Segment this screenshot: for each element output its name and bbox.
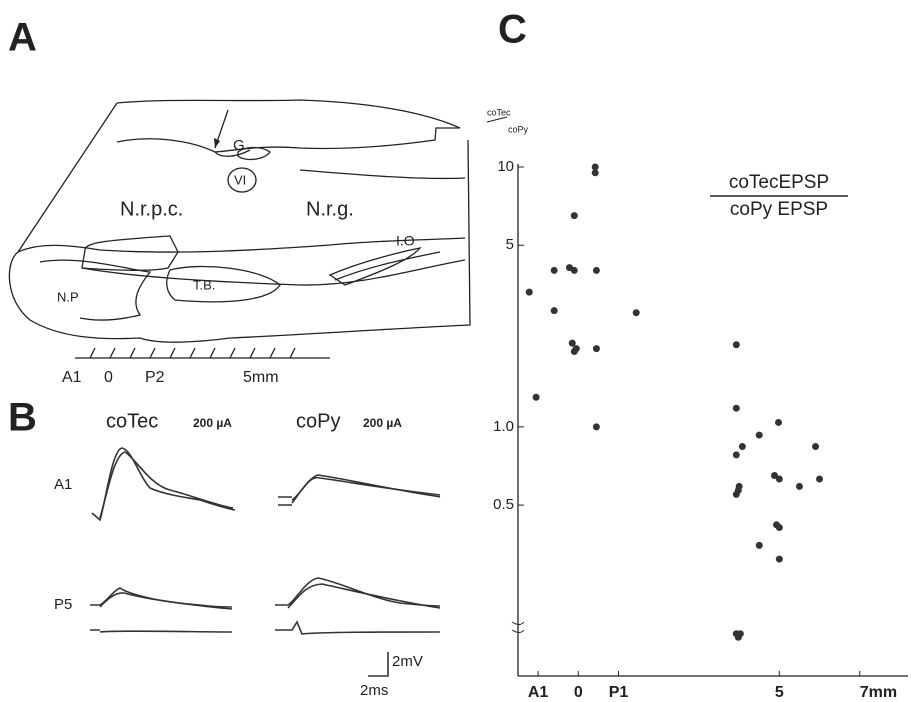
diagram-label: N.P [57,289,79,304]
axis-break [511,621,525,633]
scale-label: A1 [62,369,82,386]
brainstem-diagram [8,99,471,359]
traces [90,447,441,677]
y-tick-label: 1.0 [493,418,514,435]
point [570,348,578,356]
x-tick-label: P1 [609,684,629,701]
point [591,163,599,171]
point [755,431,763,439]
point [812,443,820,451]
stimulus: 200 µA [193,416,232,430]
point [775,475,783,483]
point [732,490,740,498]
point [816,475,824,483]
point [738,443,746,451]
panel-label: B [8,396,37,440]
y-tick-label: 5 [506,236,514,253]
chart-title: coTecEPSP [729,172,829,193]
point [755,541,763,549]
x-tick-label: 0 [574,684,583,701]
point [568,339,576,347]
point [775,418,783,426]
y-label: coTec [487,107,511,117]
point [775,524,783,532]
point [570,212,578,220]
y-label: coPy [508,124,529,134]
diagram-label: VI [234,172,246,187]
y-tick-label: 0.5 [493,496,514,513]
point [734,633,742,641]
x-tick-label: 5 [775,684,784,701]
point [592,266,600,274]
point [591,169,599,177]
scale-bar-label: 2mV [392,653,423,670]
y-label-rule [486,116,508,123]
scale-bar-label: 2ms [360,682,388,699]
panel-label: C [498,8,527,52]
diagram-label: G [233,137,245,154]
point [592,423,600,431]
diagram-label: T.B. [193,277,215,292]
diagram-label: N.r.g. [306,198,354,220]
stimulus: 200 µA [363,416,402,430]
trace-column: coTec [106,410,158,432]
point [775,555,783,563]
point [795,482,803,490]
y-tick-label: 10 [497,158,514,175]
trace-column: coPy [296,410,340,432]
point [732,451,740,459]
scale-label: 0 [104,369,113,386]
point [771,471,779,479]
point [632,309,640,317]
trace-row: P5 [54,596,72,613]
point [735,482,743,490]
chart-title: coPy EPSP [730,199,828,220]
point [532,393,540,401]
point [732,341,740,349]
point [550,266,558,274]
point [550,307,558,315]
point [525,288,533,296]
point [732,404,740,412]
scale-label: P2 [145,369,165,386]
x-tick-label: 7mm [860,684,897,701]
x-tick-label: A1 [528,684,549,701]
point [592,345,600,353]
scale-label: 5mm [243,369,279,386]
point [570,266,578,274]
diagram-label: I.O [396,233,415,249]
trace-row: A1 [54,476,72,493]
panel-label: A [8,16,37,60]
diagram-label: N.r.p.c. [120,198,183,220]
